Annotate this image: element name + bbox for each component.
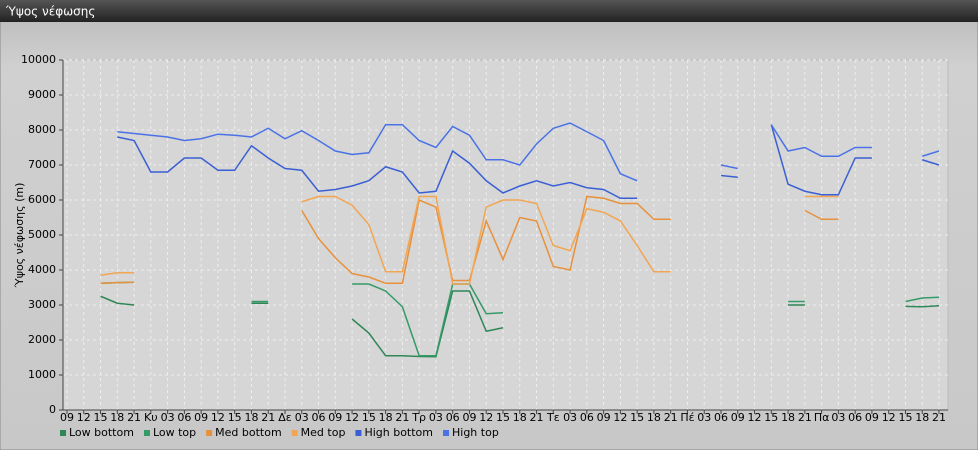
x-tick-label: 09 (60, 411, 74, 424)
x-tick-label: 09 (597, 411, 611, 424)
x-tick-label: 03 (831, 411, 845, 424)
x-tick-label: 03 (161, 411, 175, 424)
x-tick-label: 03 (697, 411, 711, 424)
x-tick-label: 12 (77, 411, 91, 424)
x-tick-label: Τε (546, 411, 560, 424)
legend-swatch (206, 430, 213, 436)
x-tick-label: 18 (781, 411, 795, 424)
x-tick-label: 18 (379, 411, 393, 424)
y-tick-label: 8000 (28, 123, 56, 136)
x-tick-label: 15 (764, 411, 778, 424)
x-tick-label: 15 (898, 411, 912, 424)
x-tick-label: 18 (915, 411, 929, 424)
x-tick-label: 21 (798, 411, 812, 424)
x-tick-label: 09 (731, 411, 745, 424)
y-tick-label: 10000 (21, 53, 56, 66)
legend-label: Med top (301, 426, 346, 439)
x-tick-label: 06 (312, 411, 326, 424)
chart-title: Ύψος νέφωσης (5, 5, 95, 19)
x-tick-label: 09 (865, 411, 879, 424)
x-tick-label: 09 (328, 411, 342, 424)
y-tick-label: 1000 (28, 368, 56, 381)
legend-swatch (60, 430, 66, 436)
plot-area (62, 59, 949, 411)
series-line (100, 290, 940, 358)
x-tick-label: 21 (932, 411, 946, 424)
x-tick-label: 12 (748, 411, 762, 424)
y-tick-label: 9000 (28, 88, 56, 101)
legend-label: High bottom (364, 426, 433, 439)
x-tick-label: Πέ (680, 411, 694, 424)
x-tick-label: 21 (261, 411, 275, 424)
x-tick-label: 12 (882, 411, 896, 424)
legend-label: High top (452, 426, 499, 439)
title-bar (0, 0, 978, 22)
x-tick-label: 06 (177, 411, 191, 424)
x-tick-label: 09 (462, 411, 476, 424)
legend-label: Low top (153, 426, 196, 439)
y-tick-label: 0 (49, 403, 56, 416)
y-tick-label: 2000 (28, 333, 56, 346)
x-tick-label: 12 (613, 411, 627, 424)
x-tick-label: 09 (194, 411, 208, 424)
x-tick-label: 18 (647, 411, 661, 424)
legend-swatch (291, 430, 298, 436)
x-tick-label: 06 (714, 411, 728, 424)
series-line (100, 195, 839, 285)
x-tick-label: 21 (127, 411, 141, 424)
x-tick-label: 15 (362, 411, 376, 424)
y-tick-label: 7000 (28, 158, 56, 171)
x-tick-label: 06 (580, 411, 594, 424)
y-tick-label: 6000 (28, 193, 56, 206)
x-tick-label: 21 (395, 411, 409, 424)
legend-swatch (443, 430, 449, 436)
x-tick-label: 12 (479, 411, 493, 424)
x-tick-label: 06 (848, 411, 862, 424)
x-tick-label: 12 (345, 411, 359, 424)
x-tick-label: 18 (513, 411, 527, 424)
series-line (117, 124, 940, 199)
y-tick-label: 3000 (28, 298, 56, 311)
series-line (100, 195, 839, 285)
x-tick-label: 21 (530, 411, 544, 424)
x-tick-label: 15 (228, 411, 242, 424)
x-tick-label: 03 (429, 411, 443, 424)
x-tick-label: Πα (814, 411, 830, 424)
x-tick-label: 18 (110, 411, 124, 424)
x-tick-label: Δε (278, 411, 292, 424)
y-axis-label: Ύψος νέφωσης (m) (13, 183, 26, 289)
y-tick-label: 4000 (28, 263, 56, 276)
legend-swatch (355, 430, 362, 436)
x-tick-label: 15 (496, 411, 510, 424)
x-tick-label: 03 (295, 411, 309, 424)
x-tick-label: Κυ (144, 411, 158, 424)
x-tick-label: 06 (446, 411, 460, 424)
x-tick-label: 15 (630, 411, 644, 424)
series-line (117, 122, 940, 182)
x-tick-label: 12 (211, 411, 225, 424)
y-tick-label: 5000 (28, 228, 56, 241)
x-tick-label: 03 (563, 411, 577, 424)
x-tick-label: 21 (664, 411, 678, 424)
legend-swatch (143, 430, 150, 436)
x-tick-label: Τρ (411, 411, 426, 424)
x-tick-label: 15 (94, 411, 108, 424)
legend-label: Low bottom (69, 426, 134, 439)
x-tick-label: 18 (244, 411, 258, 424)
legend-label: Med bottom (215, 426, 282, 439)
